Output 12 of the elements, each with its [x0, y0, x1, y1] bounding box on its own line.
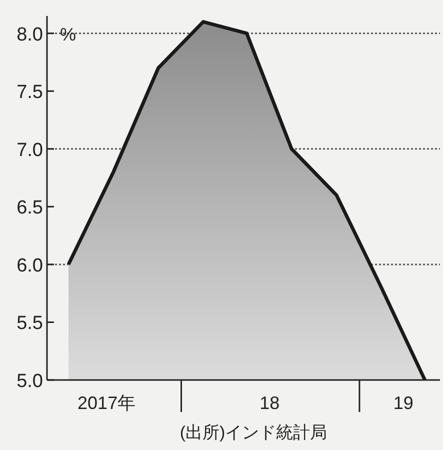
y-tick-label: 7.0: [16, 140, 43, 161]
x-tick-label: 19: [393, 393, 414, 413]
y-tick-label: 5.0: [16, 371, 43, 392]
y-tick-label: 6.0: [16, 255, 43, 276]
y-tick-label: 7.5: [16, 82, 43, 104]
text: (出所)インド統計局: [180, 423, 328, 442]
y-tick-label: 5.5: [16, 313, 43, 334]
y-axis-title: %: [60, 24, 76, 44]
x-tick-label: 2017年: [78, 393, 136, 413]
y-tick-label: 6.5: [16, 198, 43, 219]
y-tick-label: 8.0: [16, 24, 43, 46]
x-tick-label: 18: [260, 393, 280, 413]
